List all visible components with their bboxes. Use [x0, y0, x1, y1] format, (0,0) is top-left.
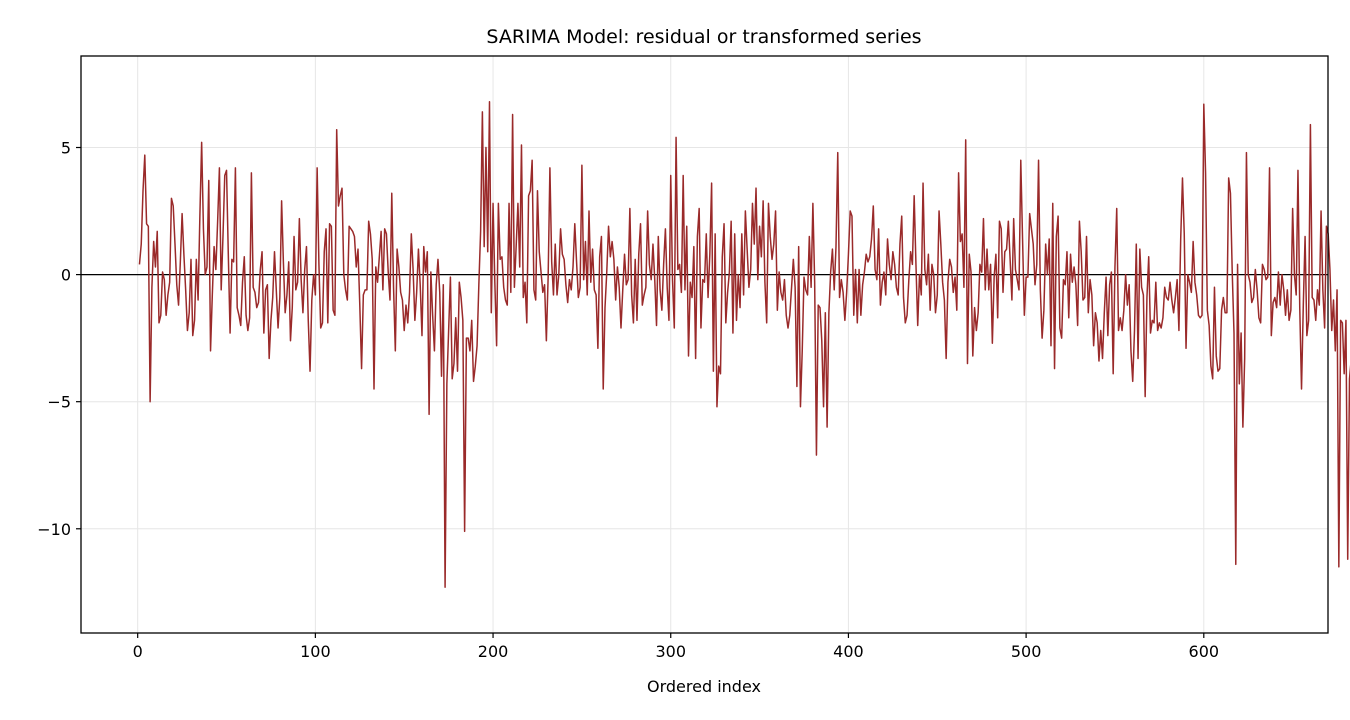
x-tick-label: 100: [300, 642, 331, 661]
x-tick-label: 400: [833, 642, 864, 661]
x-axis-label: Ordered index: [647, 677, 761, 696]
x-tick-label: 0: [133, 642, 143, 661]
y-tick-label: 5: [61, 139, 71, 158]
y-tick-label: −10: [37, 520, 71, 539]
y-tick-label: 0: [61, 266, 71, 285]
x-tick-label: 500: [1011, 642, 1042, 661]
plot-area-frame: [80, 55, 1329, 634]
y-tick-label: −5: [47, 393, 71, 412]
x-tick-label: 600: [1189, 642, 1220, 661]
chart-title: SARIMA Model: residual or transformed se…: [486, 26, 921, 48]
x-tick-label: 200: [478, 642, 509, 661]
axis-ticks: 0 100 200 300 400 500 600 −10 −5 0 5: [37, 139, 1219, 661]
x-tick-label: 300: [655, 642, 686, 661]
series-line: [138, 101, 1350, 588]
